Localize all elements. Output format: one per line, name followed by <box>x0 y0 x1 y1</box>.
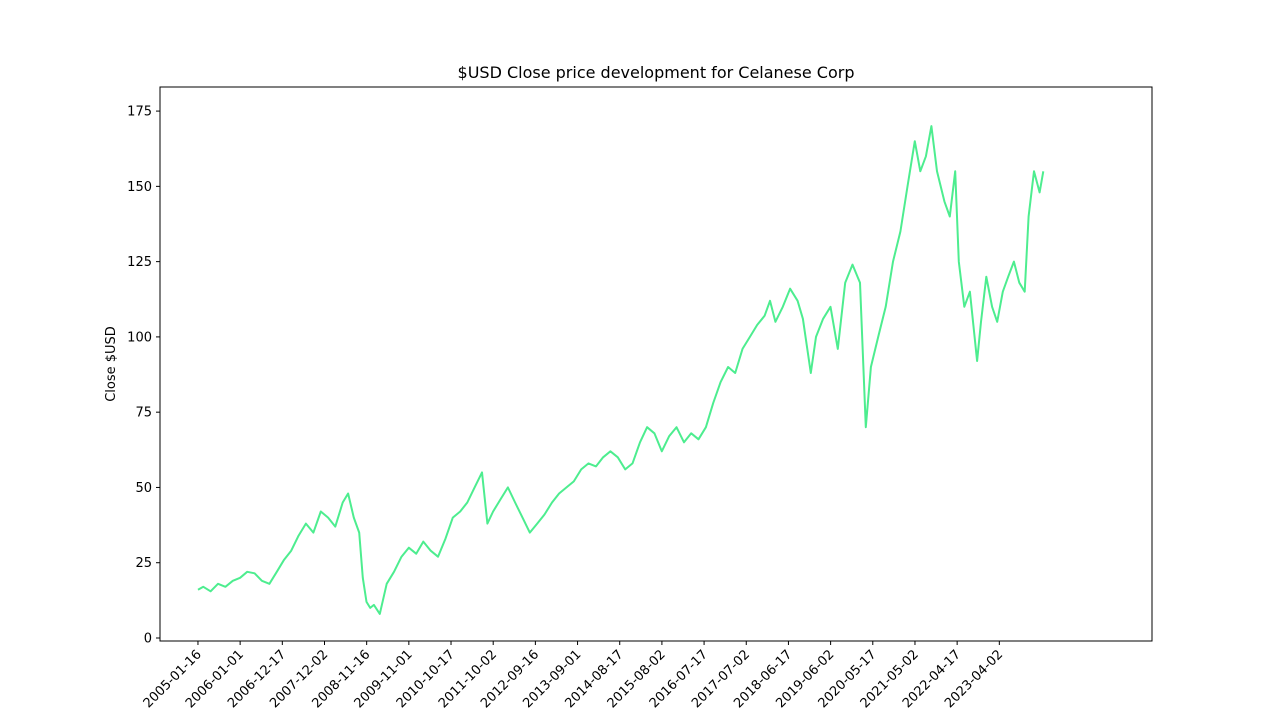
y-tick-label: 25 <box>135 556 152 571</box>
chart-title: $USD Close price development for Celanes… <box>458 63 855 82</box>
y-tick-label: 100 <box>127 330 152 345</box>
y-tick-label: 150 <box>127 180 152 195</box>
y-axis-ticks: 0 25 50 75 100 125 150 175 <box>127 105 160 646</box>
close-price-line <box>197 125 1045 615</box>
plot-frame <box>159 86 1153 642</box>
y-tick-label: 0 <box>144 631 152 646</box>
y-tick-label: 50 <box>135 481 152 496</box>
y-tick-label: 175 <box>127 105 152 120</box>
x-axis-ticks: 2005-01-162006-01-012006-12-172007-12-02… <box>141 641 1006 711</box>
y-axis-label: Close $USD <box>104 326 119 402</box>
y-tick-label: 125 <box>127 255 152 270</box>
y-tick-label: 75 <box>135 406 152 421</box>
plot-area <box>197 125 1045 615</box>
